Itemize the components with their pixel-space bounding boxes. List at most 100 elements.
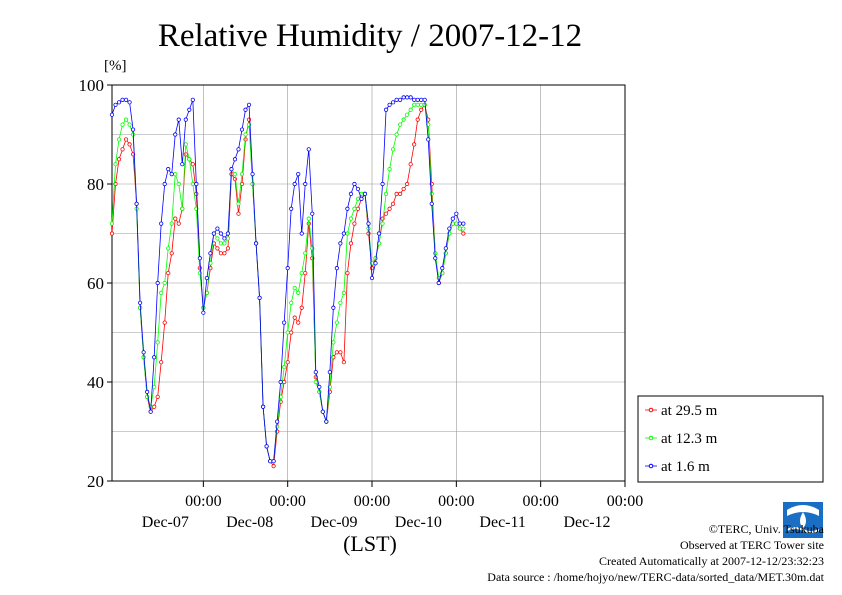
data-point	[218, 241, 224, 246]
data-point	[173, 172, 178, 177]
data-point	[376, 231, 382, 236]
legend-label: at 12.3 m	[661, 431, 718, 447]
data-point	[155, 340, 160, 345]
data-point	[141, 350, 146, 355]
data-point	[285, 360, 290, 365]
grid-lines	[112, 85, 625, 481]
data-point	[169, 172, 174, 177]
data-point	[229, 167, 234, 172]
x-tick-time: 00:00	[438, 493, 474, 510]
series-2	[109, 95, 466, 464]
data-point	[320, 409, 325, 414]
data-point	[176, 117, 181, 122]
data-point	[166, 167, 171, 172]
data-point	[408, 162, 413, 167]
data-point	[454, 211, 459, 216]
legend-label: at 1.6 m	[661, 459, 710, 475]
x-tick-time: 00:00	[522, 493, 558, 510]
data-point	[387, 102, 392, 107]
data-point	[401, 186, 406, 192]
data-point	[412, 97, 417, 102]
legend: at 29.5 m at 12.3 m at 1.6 m	[637, 395, 824, 483]
data-point	[394, 132, 399, 137]
data-point	[123, 97, 129, 102]
data-point	[194, 191, 199, 196]
data-point	[313, 379, 318, 385]
data-point	[152, 384, 157, 390]
data-point	[282, 320, 287, 325]
data-point	[145, 389, 150, 394]
data-point	[296, 172, 301, 177]
data-point	[123, 117, 129, 122]
data-point	[162, 181, 167, 187]
data-point	[296, 290, 301, 295]
data-point	[152, 355, 157, 360]
data-point	[380, 181, 385, 187]
data-point	[208, 251, 213, 256]
data-point	[338, 241, 343, 246]
data-point	[387, 167, 392, 172]
data-point	[120, 147, 125, 152]
data-point	[180, 206, 185, 211]
data-point	[162, 320, 167, 325]
data-point	[166, 270, 171, 276]
data-point	[176, 181, 181, 187]
data-point	[303, 251, 308, 256]
data-point	[440, 266, 445, 271]
data-point	[190, 97, 195, 102]
y-tick-label: 80	[87, 175, 104, 194]
data-point	[429, 201, 434, 206]
series-layer	[109, 95, 466, 469]
data-point	[408, 95, 413, 100]
data-point	[109, 221, 115, 226]
data-point	[169, 251, 174, 256]
x-tick-date: Dec-11	[479, 514, 526, 531]
data-point	[401, 95, 406, 100]
y-tick-label: 100	[79, 76, 105, 95]
y-axis-ticks: 20 40 60 80 100	[79, 76, 112, 491]
data-point	[303, 270, 308, 276]
x-tick-date: Dec-09	[310, 514, 357, 531]
data-point	[380, 221, 385, 226]
y-tick-label: 40	[87, 373, 104, 392]
data-point	[225, 236, 231, 241]
data-point	[127, 122, 132, 127]
data-point	[419, 107, 424, 112]
chart-title: Relative Humidity / 2007-12-12	[158, 18, 582, 54]
data-point	[345, 270, 350, 276]
x-tick-date: Dec-07	[142, 514, 189, 531]
credits-block: ©TERC, Univ. Tsukuba Observed at TERC To…	[487, 521, 824, 585]
data-point	[169, 221, 174, 226]
data-point	[271, 459, 276, 464]
data-point	[313, 369, 318, 375]
data-point	[176, 221, 181, 226]
data-point	[159, 360, 164, 365]
data-point	[215, 246, 220, 251]
data-point	[373, 256, 378, 261]
data-point	[116, 157, 122, 162]
data-point	[250, 181, 255, 187]
data-point	[282, 365, 287, 370]
data-point	[155, 394, 160, 399]
data-point	[120, 122, 125, 127]
data-point	[355, 196, 361, 201]
data-point	[334, 266, 339, 271]
data-point	[211, 231, 216, 236]
data-point	[383, 107, 389, 112]
data-point	[390, 147, 396, 152]
data-point	[113, 162, 118, 167]
data-point	[236, 201, 241, 206]
data-point	[127, 142, 132, 147]
copyright-text: ©TERC, Univ. Tsukuba	[708, 522, 824, 536]
data-point	[239, 172, 245, 177]
data-point	[390, 100, 396, 105]
data-point	[408, 107, 413, 112]
data-point	[285, 266, 290, 271]
data-point	[232, 172, 238, 177]
data-point	[369, 266, 375, 271]
data-point	[310, 211, 315, 216]
data-point	[415, 97, 420, 102]
data-point	[383, 191, 389, 196]
data-point	[134, 201, 139, 206]
data-point	[278, 379, 283, 385]
